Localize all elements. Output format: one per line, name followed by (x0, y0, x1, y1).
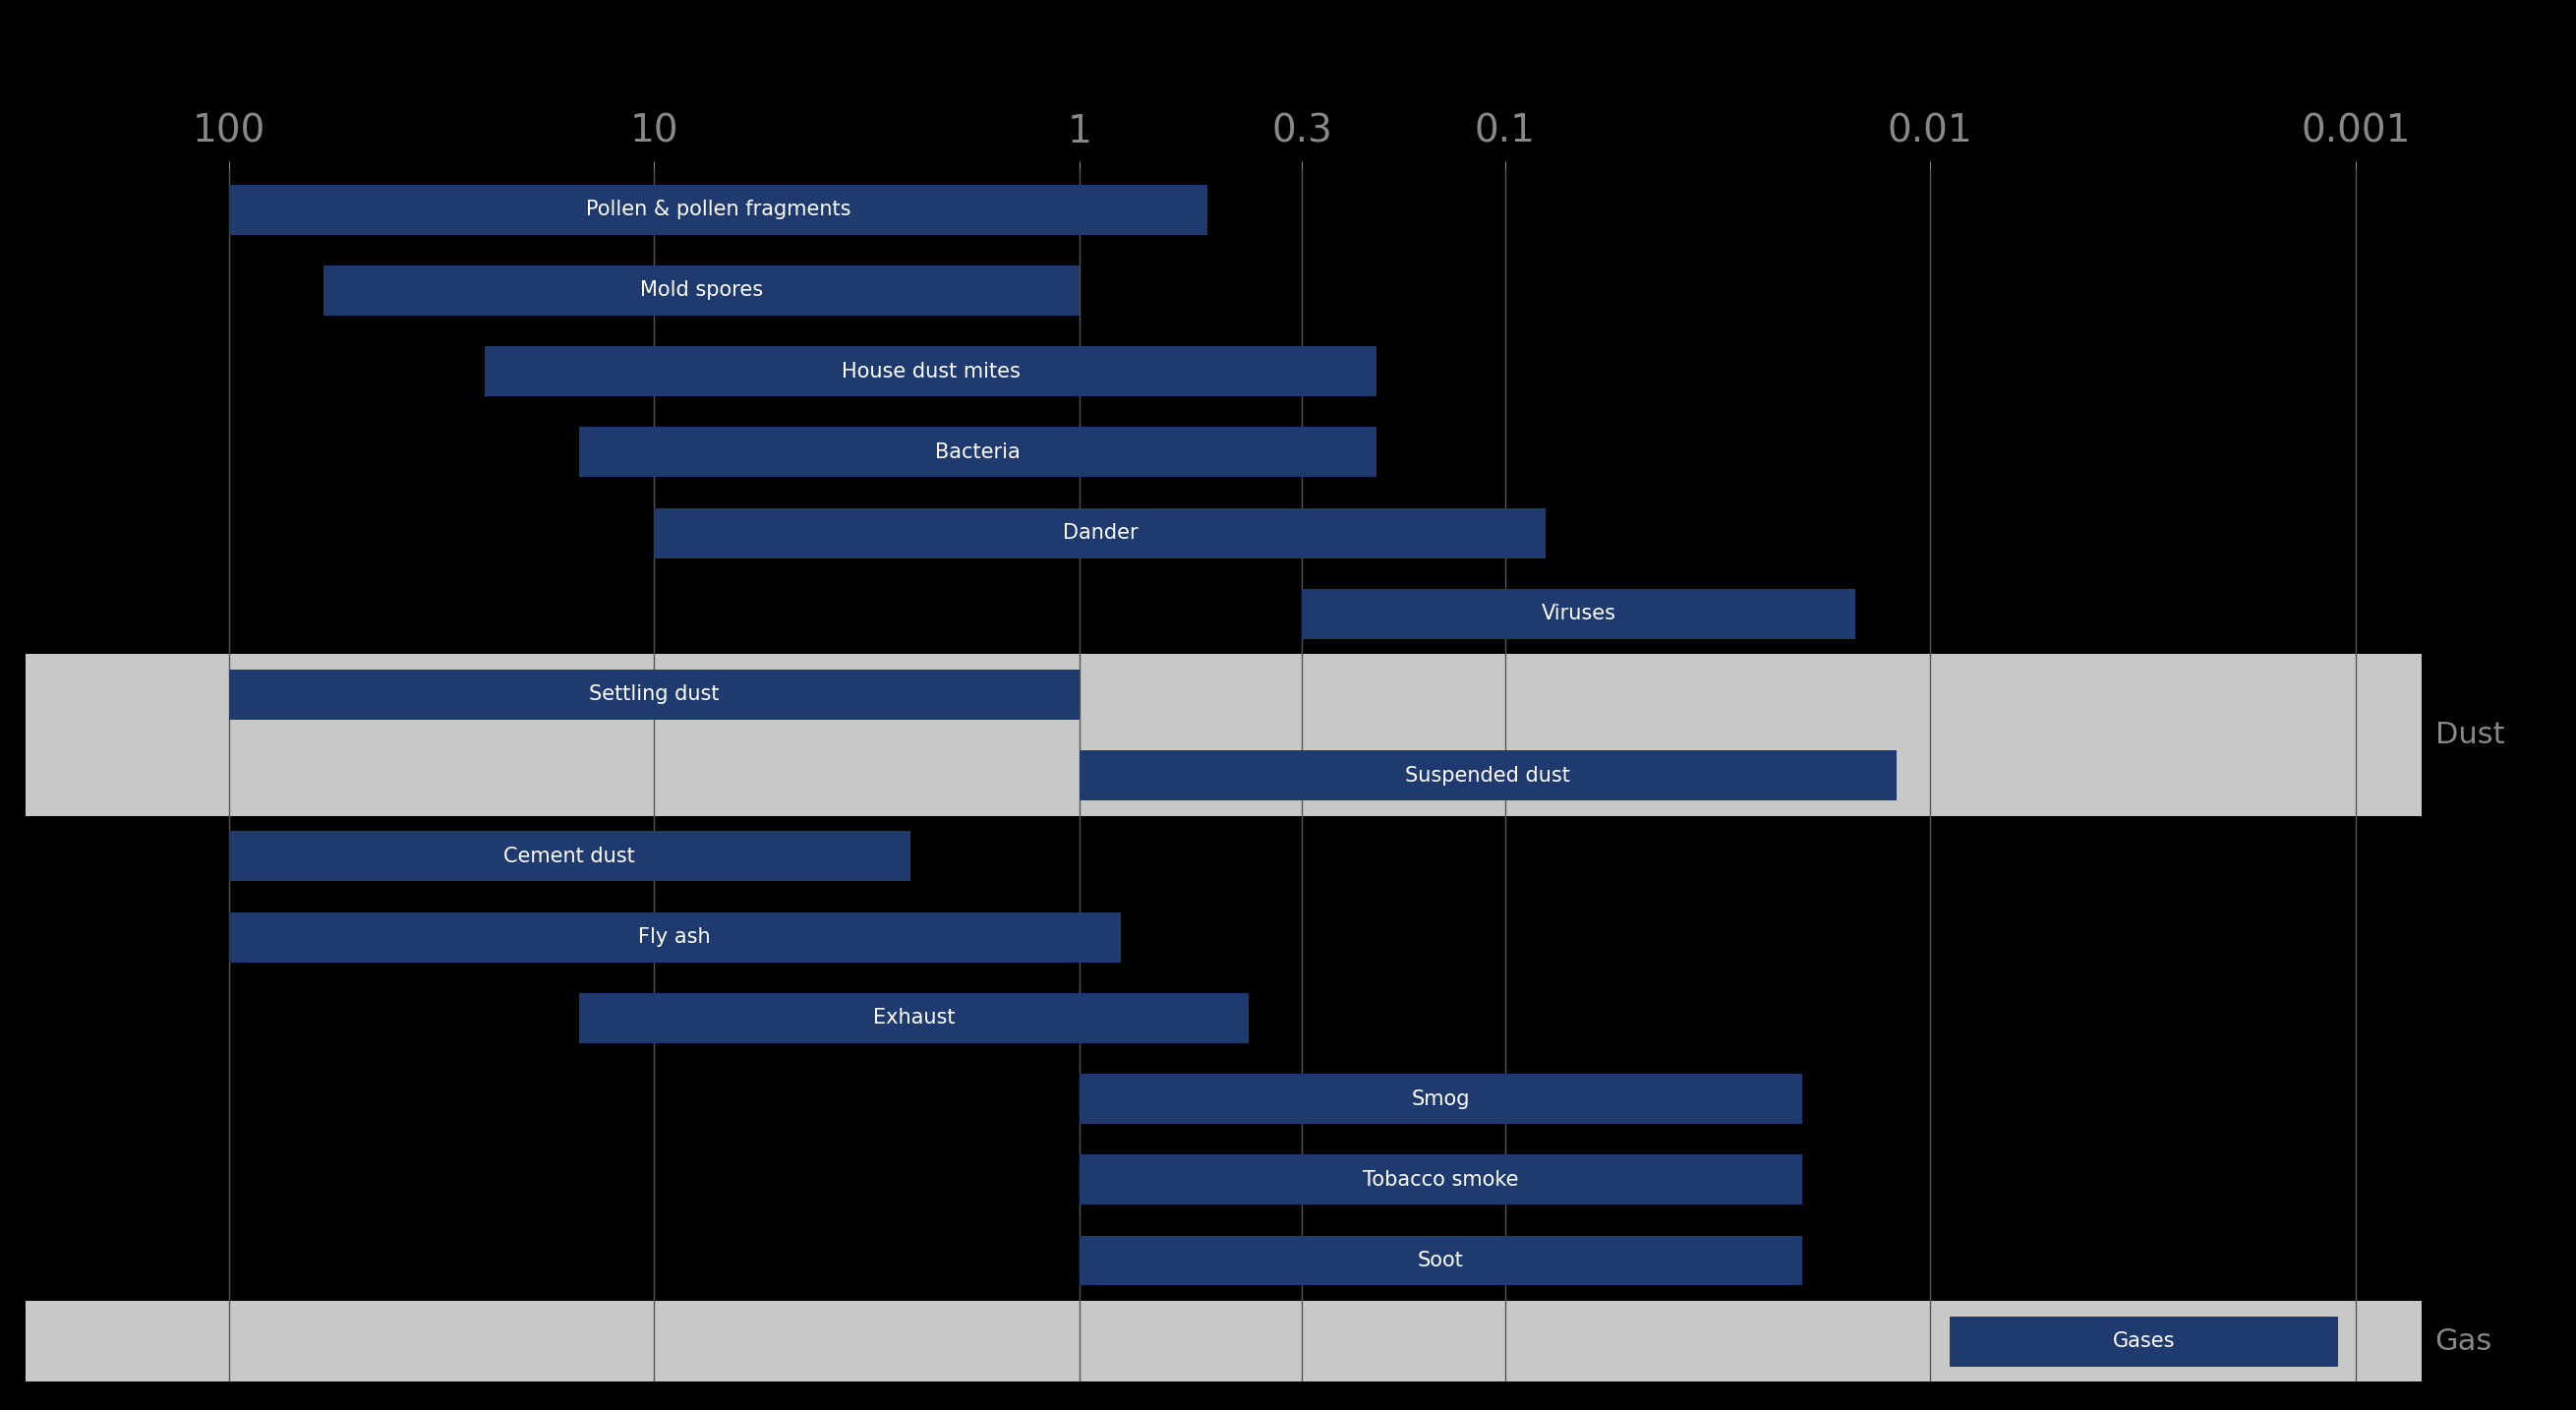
Text: Dust: Dust (2434, 721, 2504, 749)
Text: Gas: Gas (2434, 1327, 2494, 1355)
Text: Smog: Smog (1412, 1089, 1471, 1108)
Text: Cement dust: Cement dust (505, 846, 636, 866)
Text: Suspended dust: Suspended dust (1406, 766, 1571, 785)
Text: Bacteria: Bacteria (935, 443, 1020, 462)
Bar (1079, 1074, 1803, 1124)
Bar (580, 427, 1376, 477)
Bar (1079, 750, 1896, 801)
Text: Dander: Dander (1061, 523, 1139, 543)
Bar (26, 654, 2421, 816)
Text: House dust mites: House dust mites (842, 361, 1020, 381)
Text: Fly ash: Fly ash (639, 928, 711, 948)
Text: Gases: Gases (2112, 1331, 2174, 1351)
Text: Soot: Soot (1417, 1251, 1463, 1270)
Bar (229, 832, 909, 881)
Bar (1079, 1235, 1803, 1286)
Text: Tobacco smoke: Tobacco smoke (1363, 1170, 1520, 1190)
Text: Exhaust: Exhaust (873, 1008, 956, 1028)
Bar (654, 508, 1546, 558)
Text: Settling dust: Settling dust (590, 685, 719, 705)
Text: Mold spores: Mold spores (639, 281, 762, 300)
Bar (484, 347, 1376, 396)
Bar (322, 265, 1079, 316)
Text: Pollen & pollen fragments: Pollen & pollen fragments (585, 200, 850, 220)
Bar (1950, 1317, 2339, 1366)
Bar (229, 670, 1079, 719)
Bar (229, 185, 1208, 234)
Bar (26, 1301, 2421, 1382)
Bar (580, 993, 1249, 1043)
Bar (1079, 1155, 1803, 1204)
Bar (1301, 589, 1855, 639)
Bar (229, 912, 1121, 962)
Text: Viruses: Viruses (1540, 603, 1615, 623)
